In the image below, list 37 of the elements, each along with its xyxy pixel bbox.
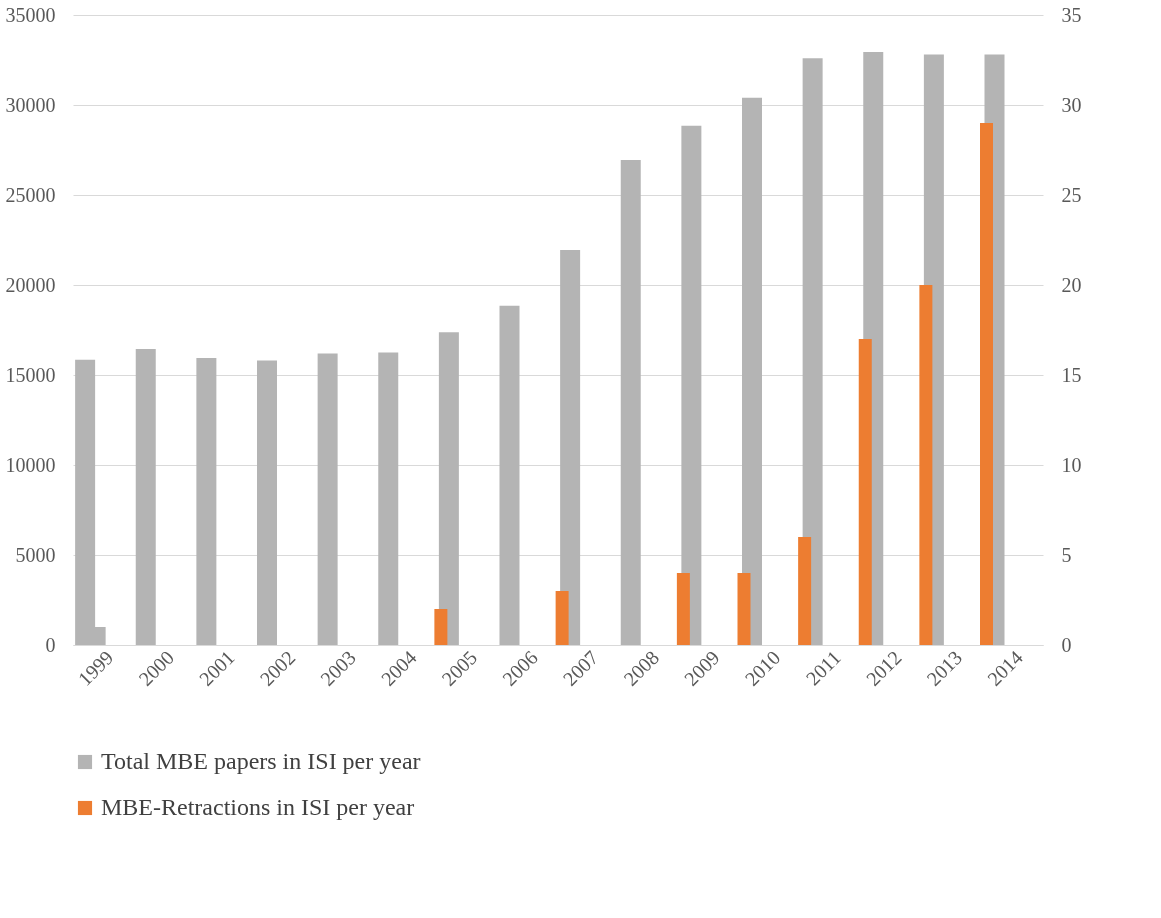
bar — [560, 249, 581, 645]
bar — [135, 348, 156, 645]
legend-label: MBE-Retractions in ISI per year — [101, 794, 415, 820]
y-tick-label: 5000 — [15, 543, 56, 566]
y2-tick-label: 20 — [1061, 273, 1082, 296]
y-tick-label: 10000 — [5, 453, 56, 476]
y-tick-label: 30000 — [5, 93, 56, 116]
bar — [798, 537, 812, 645]
bar — [499, 305, 520, 645]
bar — [802, 58, 823, 645]
legend-label: Total MBE papers in ISI per year — [101, 748, 421, 774]
bar — [620, 159, 641, 645]
bar — [742, 97, 762, 645]
y-tick-label: 15000 — [5, 363, 56, 386]
bar — [196, 357, 217, 645]
bar — [438, 332, 459, 645]
y2-tick-label: 10 — [1061, 453, 1082, 476]
y-tick-label: 20000 — [5, 273, 56, 296]
y2-tick-label: 25 — [1061, 183, 1082, 206]
bar — [378, 352, 399, 645]
bar — [737, 573, 751, 645]
y2-tick-label: 15 — [1061, 363, 1082, 386]
bar — [257, 360, 277, 645]
bar — [676, 573, 690, 645]
x-tick-label: 1999 — [73, 646, 118, 690]
y-tick-label: 35000 — [5, 3, 56, 26]
x-tick-label: 2011 — [801, 646, 845, 690]
y2-tick-label: 0 — [1061, 633, 1072, 656]
y2-tick-label: 35 — [1061, 3, 1082, 26]
y2-tick-label: 5 — [1061, 543, 1072, 566]
y2-tick-label: 30 — [1061, 93, 1082, 116]
y-tick-label: 25000 — [5, 183, 56, 206]
y-tick-label: 0 — [45, 633, 56, 656]
bar — [317, 353, 338, 645]
bar — [681, 125, 702, 645]
bar — [555, 591, 569, 645]
bar — [434, 609, 448, 645]
